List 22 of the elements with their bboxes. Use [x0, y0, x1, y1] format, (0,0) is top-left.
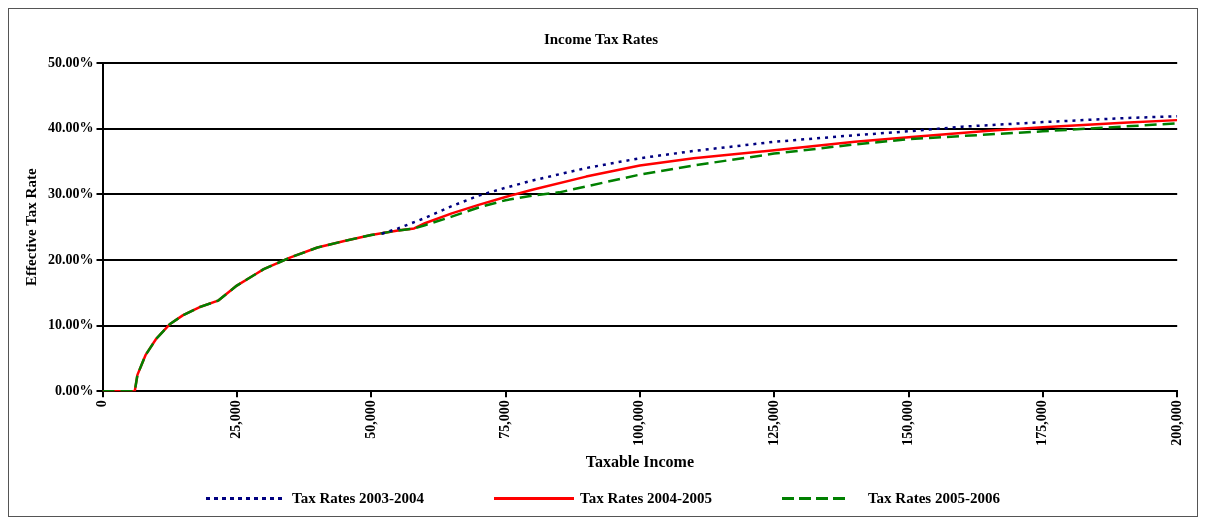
y-tick-label: 40.00% [48, 120, 94, 136]
x-tick-label: 0 [94, 400, 110, 408]
line-series [380, 114, 1178, 235]
y-tick-label: 50.00% [48, 54, 94, 70]
y-tick-label: 30.00% [48, 185, 94, 201]
chart-title: Income Tax Rates [543, 30, 659, 47]
x-tick-label: 125,000 [765, 400, 781, 446]
x-tick-label: 175,000 [1034, 400, 1050, 446]
legend-label: Tax Rates 2005-2006 [867, 489, 1000, 507]
x-tick-label: 200,000 [1168, 400, 1184, 446]
x-tick-label: 50,000 [362, 400, 378, 439]
y-tick-label: 20.00% [48, 251, 94, 267]
x-tick-label: 100,000 [631, 400, 647, 446]
x-tick-label: 150,000 [900, 400, 916, 446]
y-tick-label: 10.00% [48, 317, 94, 333]
legend-label: Tax Rates 2003-2004 [292, 489, 425, 507]
y-tick-label: 0.00% [55, 382, 94, 398]
x-axis-title: Taxable Income [585, 452, 695, 470]
legend-label: Tax Rates 2004-2005 [580, 489, 712, 507]
x-tick-label: 75,000 [497, 400, 513, 439]
x-tick-label: 25,000 [228, 400, 244, 439]
y-axis-title: Effective Tax Rate [22, 168, 39, 286]
